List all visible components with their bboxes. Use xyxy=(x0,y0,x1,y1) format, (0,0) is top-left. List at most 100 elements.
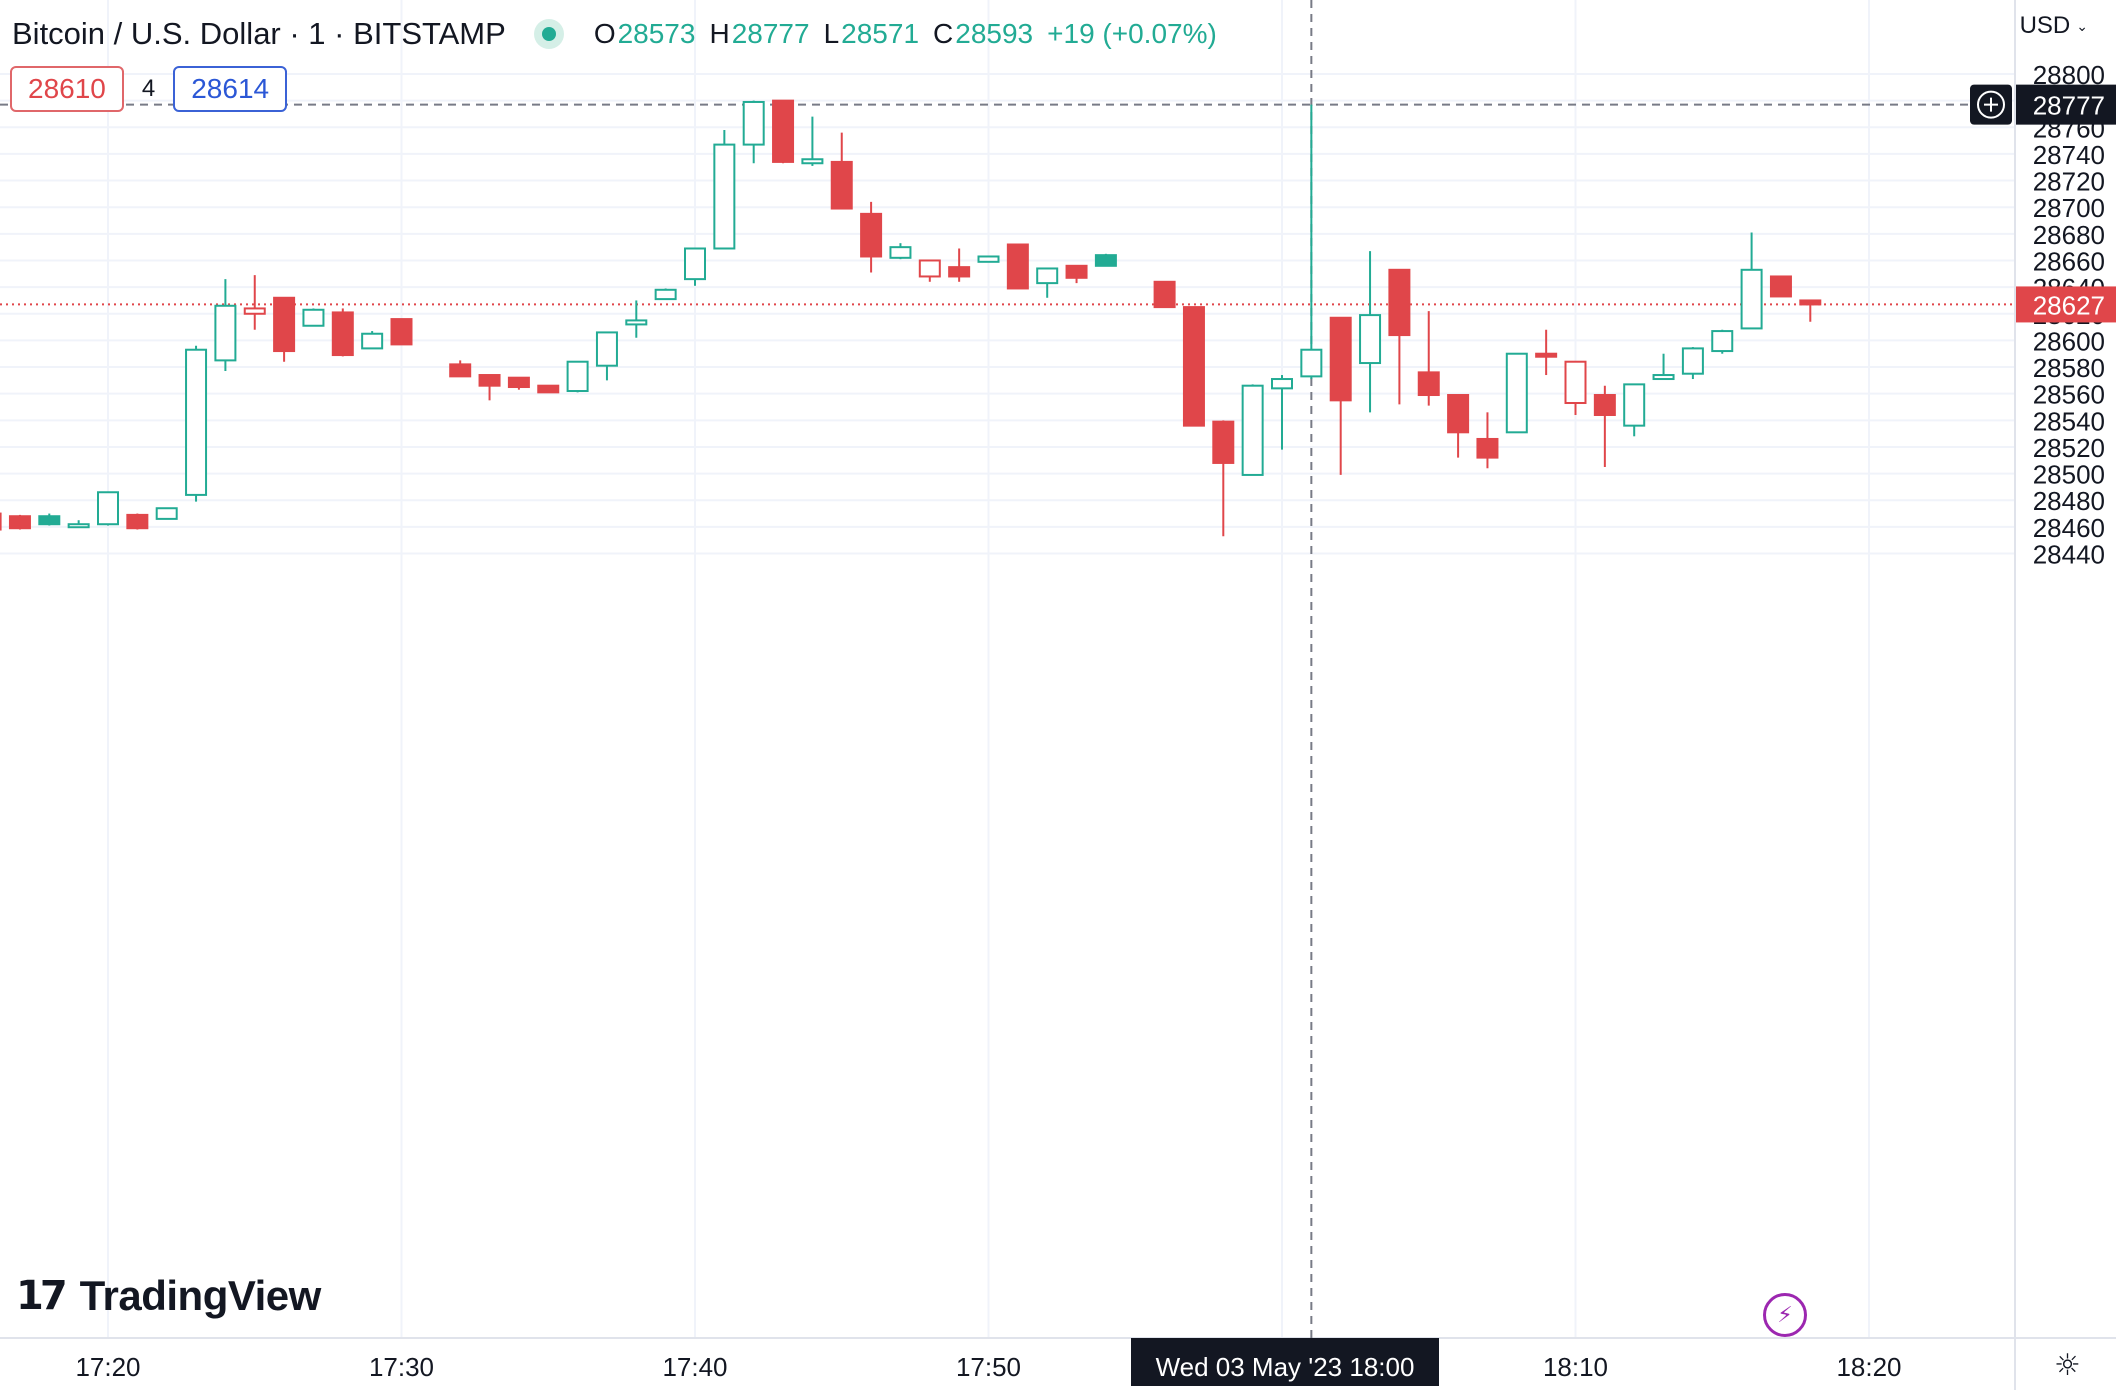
candle-body xyxy=(684,247,706,281)
gear-icon[interactable]: ☼ xyxy=(2054,1348,2081,1383)
candle xyxy=(684,247,706,286)
candle-body xyxy=(889,246,912,259)
candle-body xyxy=(1359,314,1382,365)
candle xyxy=(742,100,765,164)
candle xyxy=(155,507,178,520)
last-price-box xyxy=(2016,286,2116,323)
candle xyxy=(1593,385,1616,467)
candle-body xyxy=(478,374,501,387)
buy-button[interactable]: 28614 xyxy=(173,66,288,112)
candle xyxy=(38,513,61,526)
crosshair-price-label: 28777 xyxy=(2033,91,2105,121)
sell-button[interactable]: 28610 xyxy=(10,66,124,112)
candle xyxy=(302,308,325,327)
price-tick-label: 28480 xyxy=(2033,486,2105,516)
candle-body xyxy=(185,348,208,496)
crosshair-time-label: Wed 03 May '23 18:00 xyxy=(1156,1352,1415,1382)
ohlc-high: H28777 xyxy=(709,18,810,49)
candle-body xyxy=(1623,383,1646,427)
tradingview-logo[interactable]: 17 TradingView xyxy=(16,1272,321,1320)
crosshair-time-box xyxy=(1131,1338,1439,1386)
time-tick-label: 17:30 xyxy=(369,1352,434,1382)
order-buttons: 28610 4 28614 xyxy=(10,66,288,112)
candle xyxy=(948,248,971,282)
candle-body xyxy=(273,296,296,353)
candle xyxy=(1359,251,1382,413)
candle xyxy=(1711,329,1734,354)
candle-body xyxy=(1505,352,1528,434)
candle-body xyxy=(38,515,61,526)
candle-body xyxy=(1036,267,1059,285)
candle-body xyxy=(1740,268,1763,330)
candle xyxy=(1505,352,1528,434)
candle xyxy=(214,279,237,372)
crosshair-price-box xyxy=(2016,84,2116,125)
candle xyxy=(273,296,296,362)
plus-circle-icon[interactable] xyxy=(1970,84,2012,125)
candle xyxy=(1241,384,1264,476)
time-tick-label: 17:50 xyxy=(956,1352,1021,1382)
candle-body xyxy=(1447,394,1470,434)
candle-body xyxy=(67,523,90,529)
candle-body xyxy=(214,304,237,362)
candle xyxy=(1447,394,1470,458)
candle-body xyxy=(126,513,149,530)
candle xyxy=(126,513,149,530)
candle-body xyxy=(1006,243,1029,290)
candle xyxy=(566,360,589,393)
candle-body xyxy=(1388,268,1411,337)
candle-body xyxy=(1182,306,1205,427)
chart-header: Bitcoin / U.S. Dollar · 1 · BITSTAMP O28… xyxy=(12,12,1231,56)
price-axis: 2844028460284802850028520285402856028580… xyxy=(1970,60,2116,570)
candle xyxy=(1417,311,1440,406)
candle xyxy=(860,201,883,273)
lightning-icon[interactable]: ⚡ xyxy=(1763,1293,1807,1337)
candle xyxy=(654,288,677,301)
candle-body xyxy=(977,255,1000,263)
candle xyxy=(0,512,2,531)
price-tick-label: 28680 xyxy=(2033,220,2105,250)
candle-body xyxy=(302,308,325,327)
candle xyxy=(1623,383,1646,437)
candle xyxy=(1329,316,1352,475)
candle-body xyxy=(1094,254,1117,267)
candle-body xyxy=(1593,394,1616,416)
candle-body xyxy=(1652,374,1675,381)
currency-selector[interactable]: USD ⌄ xyxy=(2020,12,2088,40)
symbol-title[interactable]: Bitcoin / U.S. Dollar · 1 · BITSTAMP xyxy=(12,16,506,51)
candle xyxy=(1535,329,1558,376)
candle xyxy=(830,132,853,210)
candle xyxy=(243,275,266,330)
price-tick-label: 28460 xyxy=(2033,513,2105,543)
time-axis: 17:20 17:30 17:40 17:50 18:10 18:20 Wed 03 May… xyxy=(75,1338,1902,1386)
chevron-down-icon: ⌄ xyxy=(2076,17,2088,34)
candle xyxy=(449,360,472,378)
candle-body xyxy=(507,376,530,389)
candle xyxy=(625,300,648,338)
price-tick-label: 28560 xyxy=(2033,380,2105,410)
price-tick-label: 28500 xyxy=(2033,460,2105,490)
candle-body xyxy=(1241,384,1264,476)
tradingview-mark-icon: 17 xyxy=(16,1273,68,1319)
candle-body xyxy=(566,360,589,393)
candle xyxy=(97,491,119,526)
candle xyxy=(1799,299,1822,322)
price-tick-label: 28720 xyxy=(2033,167,2105,197)
candle-body xyxy=(830,160,853,210)
spread-value: 4 xyxy=(141,75,156,102)
candle-body xyxy=(1711,330,1734,353)
candle-body xyxy=(331,311,354,357)
candle-body xyxy=(1769,275,1792,298)
candle-body xyxy=(97,491,119,526)
candle xyxy=(361,331,384,350)
candle xyxy=(390,318,413,346)
market-open-dot-icon xyxy=(533,19,564,49)
candle xyxy=(1036,267,1059,298)
candle-body xyxy=(361,332,384,350)
candle xyxy=(507,376,530,390)
candle-body xyxy=(537,384,560,394)
candle-body xyxy=(243,307,266,315)
candle-body xyxy=(1681,347,1704,375)
